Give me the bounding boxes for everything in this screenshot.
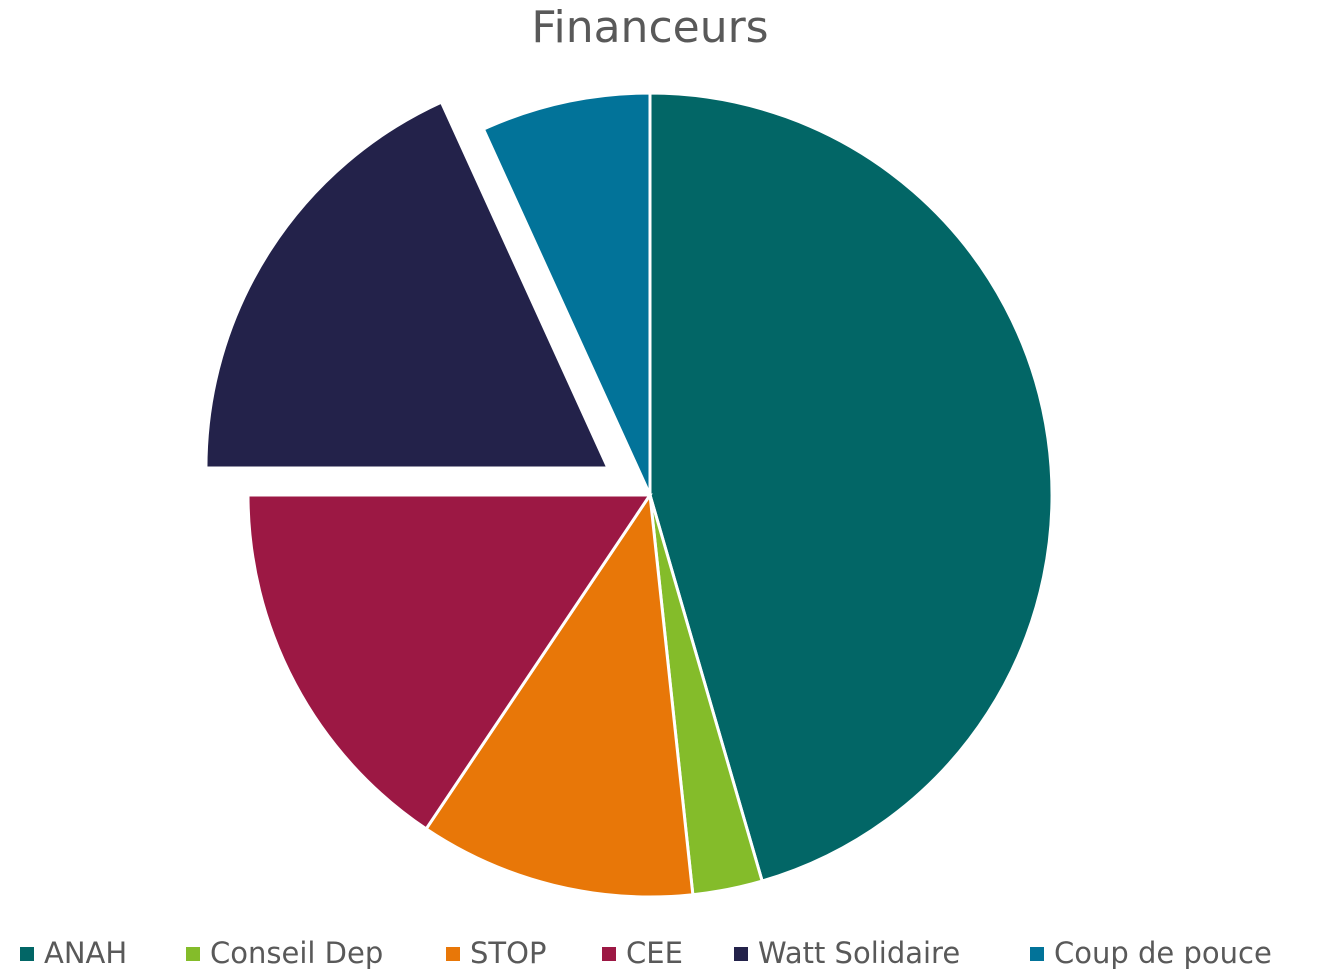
- legend-swatch: [20, 947, 34, 961]
- legend-swatch: [1030, 947, 1044, 961]
- legend-swatch: [446, 947, 460, 961]
- legend-label: Conseil Dep: [210, 936, 383, 970]
- pie-slice: [481, 91, 652, 496]
- pie-slice: [424, 490, 695, 899]
- legend-label: ANAH: [44, 936, 127, 970]
- legend-swatch: [602, 947, 616, 961]
- legend-label: Coup de pouce: [1054, 936, 1272, 970]
- legend-label: STOP: [470, 936, 546, 970]
- chart-title: Financeurs: [531, 2, 768, 53]
- legend-swatch: [186, 947, 200, 961]
- legend-label: Watt Solidaire: [758, 936, 960, 970]
- pie-slice: [204, 100, 611, 470]
- legend-label: CEE: [626, 936, 683, 970]
- pie-slice: [246, 493, 653, 831]
- legend-swatch: [734, 947, 748, 961]
- pie-slice: [648, 91, 1054, 883]
